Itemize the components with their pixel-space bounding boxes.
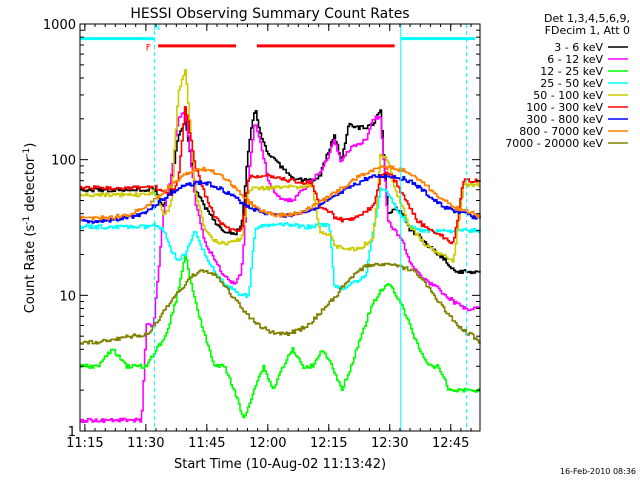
legend-header-0: Det 1,3,4,5,6,9, — [544, 12, 630, 25]
legend-label-6: 300 - 800 keV — [526, 113, 603, 126]
x-tick-label-6: 12:45 — [432, 436, 469, 451]
legend: Det 1,3,4,5,6,9,FDecim 1, Att 0 3 - 6 keV… — [505, 12, 630, 150]
legend-label-4: 50 - 100 keV — [533, 89, 603, 102]
series-line-2 — [80, 255, 481, 419]
legend-label-2: 12 - 25 keV — [540, 65, 603, 78]
y-axis-label: Count Rate (s-1 detector-1) — [22, 143, 38, 314]
series-line-0 — [80, 109, 481, 275]
series-line-1 — [80, 109, 481, 424]
legend-label-7: 800 - 7000 keV — [519, 125, 603, 138]
x-tick-label-5: 12:30 — [371, 436, 408, 451]
legend-label-8: 7000 - 20000 keV — [505, 137, 603, 150]
x-tick-label-0: 11:15 — [66, 436, 103, 451]
y-tick-label-2: 100 — [51, 154, 76, 169]
x-tick-label-4: 12:15 — [310, 436, 347, 451]
series-line-8 — [80, 262, 481, 345]
legend-header-1: FDecim 1, Att 0 — [545, 24, 630, 37]
legend-label-1: 6 - 12 keV — [547, 53, 603, 66]
x-tick-label-1: 11:30 — [127, 436, 164, 451]
series-line-7 — [80, 165, 481, 221]
x-tick-label-2: 11:45 — [188, 436, 225, 451]
legend-label-3: 25 - 50 keV — [540, 77, 603, 90]
x-tick-label-3: 12:00 — [249, 436, 286, 451]
plot-area: NF — [80, 23, 481, 431]
legend-label-5: 100 - 300 keV — [526, 101, 603, 114]
y-tick-label-0: 1 — [68, 425, 76, 440]
series-line-5 — [80, 106, 481, 245]
x-axis-label: Start Time (10-Aug-02 11:13:42) — [174, 457, 386, 472]
series-line-4 — [80, 69, 481, 263]
y-tick-label-3: 1000 — [43, 18, 76, 33]
legend-label-0: 3 - 6 keV — [554, 41, 603, 54]
axes: 11:15 11:30 11:45 12:00 12:15 12:30 12:45 1 10 10… — [43, 18, 480, 451]
flag-label-1: F — [146, 43, 151, 53]
plot-timestamp: 16-Feb-2010 08:36 — [560, 467, 636, 476]
flag-label-0: N — [153, 23, 160, 33]
chart-title: HESSI Observing Summary Count Rates — [130, 6, 409, 22]
plot-frame — [79, 23, 481, 432]
y-tick-label-1: 10 — [59, 289, 76, 304]
